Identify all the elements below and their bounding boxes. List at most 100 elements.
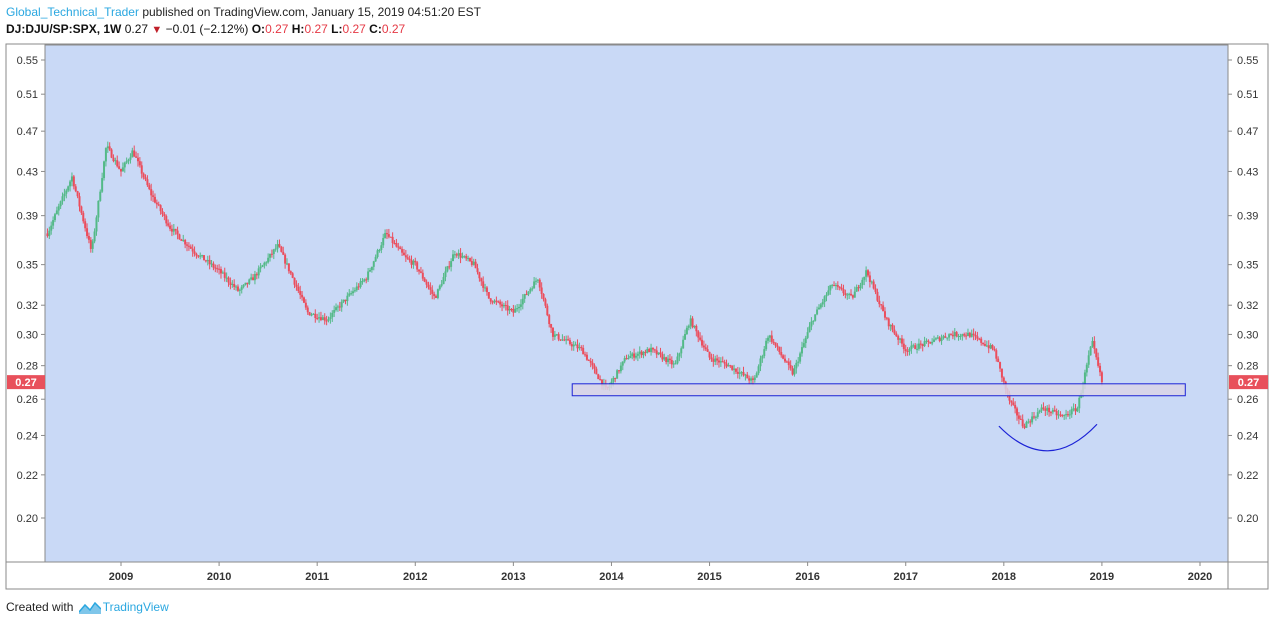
candle-body [985, 345, 988, 347]
candle-body [936, 337, 939, 339]
candle-body [140, 165, 143, 174]
candle-body [765, 340, 768, 350]
candle-body [1021, 419, 1024, 427]
candle-body [387, 234, 390, 237]
candle-body [778, 346, 781, 353]
support-zone-box[interactable] [571, 383, 1186, 397]
candle-body [940, 338, 943, 341]
candle-body [155, 202, 158, 205]
candle-body [999, 362, 1002, 369]
candle-body [229, 282, 232, 285]
candle-body [163, 214, 166, 217]
candle-body [931, 341, 934, 344]
candle-body [682, 339, 685, 349]
candle-body [1093, 340, 1096, 349]
candle-body [450, 261, 453, 267]
candle-body [365, 279, 368, 281]
candle-body [116, 160, 119, 167]
candle-body [287, 263, 290, 272]
candle-body [397, 246, 400, 248]
candle-body [265, 262, 268, 264]
candle-body [161, 211, 164, 215]
candle-body [744, 374, 747, 376]
x-tick-label: 2017 [893, 571, 917, 583]
candle-body [442, 277, 445, 285]
candle-body [829, 285, 832, 291]
candle-body [995, 350, 998, 359]
candle-body [453, 254, 456, 256]
candle-body [133, 150, 136, 157]
x-tick-label: 2011 [305, 571, 329, 583]
author-link[interactable]: Global_Technical_Trader [6, 5, 139, 19]
candle-body [342, 299, 345, 302]
candle-body [774, 342, 777, 346]
x-tick-label: 2015 [697, 571, 721, 583]
candle-body [457, 253, 460, 256]
candle-body [893, 329, 896, 334]
candle-body [104, 148, 107, 162]
candle-body [640, 351, 643, 356]
open-value: 0.27 [265, 22, 289, 36]
candle-body [1066, 414, 1069, 416]
candle-body [1051, 409, 1054, 413]
candle-body [817, 307, 820, 310]
candle-body [934, 338, 937, 340]
candle-body [650, 347, 653, 353]
candle-body [814, 314, 817, 321]
candle-body [272, 249, 275, 255]
candle-body [880, 304, 883, 306]
candle-body [385, 233, 388, 235]
candle-body [561, 339, 564, 341]
candle-body [1038, 410, 1041, 413]
candle-body [152, 195, 155, 197]
candle-body [259, 266, 262, 269]
rounding-bottom-arc[interactable] [998, 423, 1098, 452]
y-tick-label: 0.39 [17, 211, 38, 223]
candle-body [482, 281, 485, 288]
candle-body [499, 301, 502, 305]
candle-body [491, 301, 494, 303]
candle-body [908, 349, 911, 352]
candle-body [584, 354, 587, 356]
candle-body [468, 258, 471, 262]
candle-body [357, 286, 360, 288]
candle-body [525, 294, 528, 296]
candle-body [1065, 414, 1068, 416]
candle-body [395, 243, 398, 247]
candle-body [255, 274, 258, 276]
candle-body [274, 248, 277, 250]
candle-body [710, 357, 713, 360]
candle-body [827, 290, 830, 295]
candle-body [968, 332, 971, 337]
candle-body [463, 256, 466, 258]
candle-body [767, 337, 770, 341]
candle-body [363, 279, 366, 282]
candle-body [657, 352, 660, 355]
candle-body [310, 314, 313, 316]
candle-body [916, 348, 919, 350]
candle-body [257, 268, 260, 276]
candle-body [784, 358, 786, 362]
candle-body [59, 201, 62, 207]
candle-body [593, 365, 596, 369]
last-value: 0.27 [124, 22, 149, 36]
candle-body [404, 255, 407, 258]
candle-body [816, 309, 819, 315]
candle-body [176, 230, 179, 235]
candle-body [270, 253, 273, 255]
candle-body [689, 318, 692, 326]
candle-body [72, 176, 75, 187]
candle-body [67, 186, 70, 191]
tradingview-logo-icon [78, 601, 102, 614]
candle-body [304, 302, 307, 308]
candle-body [318, 317, 321, 319]
candle-body [110, 149, 113, 158]
tradingview-brand[interactable]: TradingView [102, 600, 169, 614]
candle-body [282, 251, 285, 255]
y-tick-label: 0.24 [1237, 430, 1258, 442]
price-chart[interactable]: 0.55 0.51 0.47 0.43 0.39 0.35 0.32 0.30 0.28 0.26… [0, 0, 1274, 595]
candle-body [1078, 397, 1081, 409]
candle-body [963, 334, 966, 336]
candle-body [125, 161, 128, 163]
candle-body [495, 300, 498, 302]
